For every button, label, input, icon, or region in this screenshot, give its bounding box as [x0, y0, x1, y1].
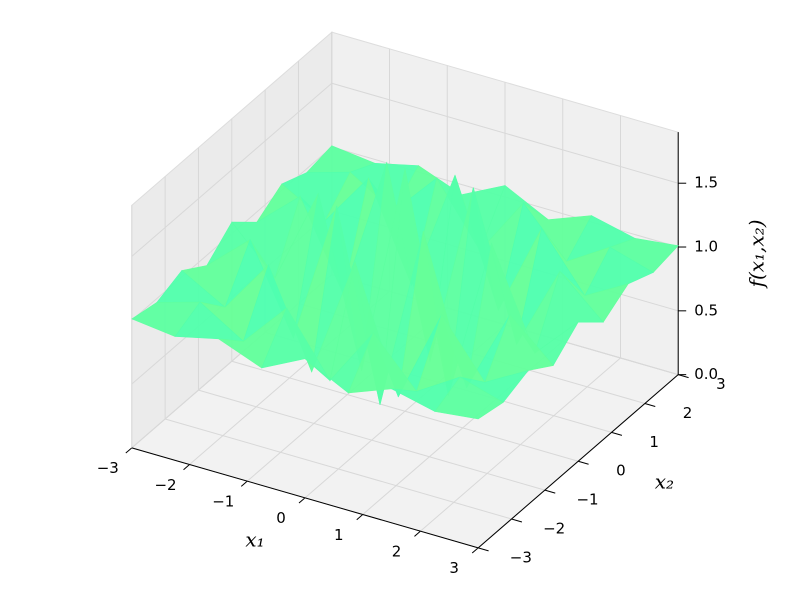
grid-line [164, 418, 512, 520]
tick-mark [511, 518, 523, 523]
surface [131, 145, 679, 420]
x-tick-label: 2 [392, 542, 402, 560]
grid-line [331, 82, 679, 184]
tick-mark [544, 489, 556, 494]
tick-mark [471, 547, 479, 554]
z-axis-label: f(x₁,x₂) [745, 219, 769, 289]
y-tick-label: −1 [576, 491, 598, 509]
axis-line [477, 374, 679, 549]
z-tick-label: 1.0 [694, 238, 718, 256]
tick-mark [240, 480, 248, 487]
tick-mark [578, 460, 589, 465]
y-tick-label: 0 [616, 462, 626, 480]
x-tick-label: −2 [154, 476, 176, 494]
y-tick-label: 3 [716, 375, 726, 393]
y-tick-label: −3 [510, 548, 532, 566]
grid-line [198, 389, 546, 491]
tick-mark [298, 497, 306, 504]
grid-line [131, 82, 333, 257]
x-tick-label: −1 [212, 492, 234, 510]
y-axis-label: x₂ [655, 470, 674, 494]
tick-mark [414, 530, 421, 537]
x-tick-label: 0 [276, 509, 286, 527]
tick-mark [183, 464, 190, 471]
x-tick-label: −3 [97, 459, 119, 477]
z-tick-label: 0.5 [694, 301, 718, 319]
x-tick-label: 1 [334, 526, 344, 544]
tick-mark [644, 403, 656, 407]
tick-mark [125, 447, 133, 454]
y-tick-label: −2 [543, 519, 565, 537]
z-tick-label: 1.5 [694, 174, 718, 192]
tick-mark [478, 547, 489, 552]
grid-line [231, 360, 579, 462]
surface-patch [434, 376, 504, 420]
z-tick-label: 0.0 [694, 365, 718, 383]
y-tick-label: 1 [649, 433, 659, 451]
tick-mark [611, 431, 623, 436]
tick-mark [356, 514, 364, 521]
x-tick-label: 3 [449, 559, 459, 577]
y-tick-label: 2 [683, 404, 693, 422]
x-axis-label: x₁ [245, 528, 264, 552]
axis-line [131, 447, 479, 549]
